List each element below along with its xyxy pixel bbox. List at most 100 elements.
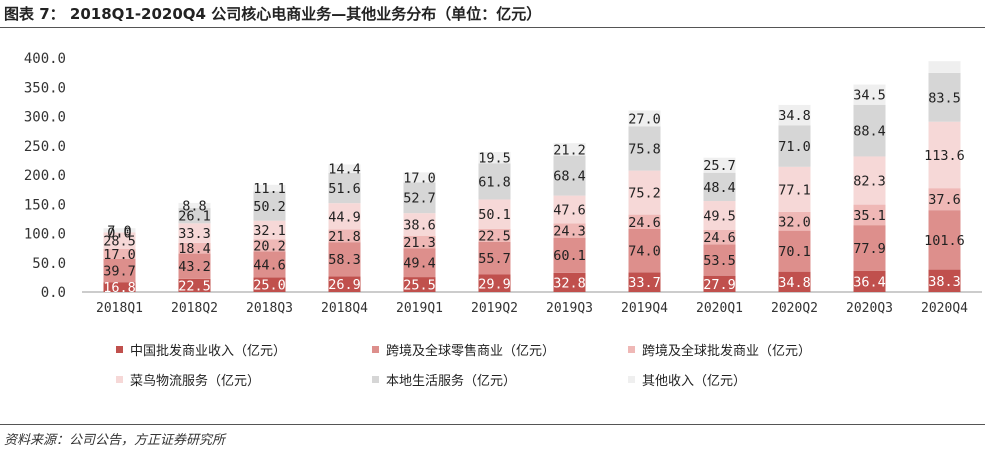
bar-segment	[928, 72, 961, 122]
x-tick-label: 2018Q4	[321, 301, 368, 316]
data-label: 25.7	[703, 158, 736, 174]
bar-segment	[478, 163, 511, 200]
data-label: 19.5	[478, 151, 511, 167]
bar-segment	[553, 143, 586, 156]
data-label: 0.0	[107, 225, 131, 241]
x-tick-label: 2019Q1	[396, 301, 443, 316]
data-label: 77.9	[853, 241, 886, 257]
data-label: 68.4	[553, 169, 586, 185]
data-label: 39.7	[103, 264, 136, 280]
x-tick-label: 2019Q4	[621, 301, 668, 316]
data-label: 38.6	[403, 217, 436, 233]
data-label: 21.8	[328, 229, 361, 245]
x-tick-label: 2019Q3	[546, 301, 593, 316]
y-tick-label: 250.0	[24, 139, 66, 155]
bar-segment	[703, 244, 736, 276]
bar-segment	[703, 201, 736, 230]
bar-segment	[703, 157, 736, 173]
y-tick-label: 0.0	[41, 285, 66, 301]
bar-segment	[928, 269, 961, 292]
bar-segment	[178, 223, 211, 243]
data-label: 49.4	[403, 256, 436, 272]
data-label: 77.1	[778, 182, 811, 198]
bar-segment	[253, 191, 286, 221]
legend-item: 跨境及全球零售商业（亿元）	[372, 340, 555, 359]
stacked-bar-chart: 0.0 50.0 100.0 150.0 200.0 250.0 300.0 350.0 400…	[24, 51, 982, 316]
data-label: 75.8	[628, 141, 661, 157]
bar-segment	[328, 172, 361, 204]
data-label: 32.0	[778, 214, 811, 230]
data-label: 29.9	[478, 276, 511, 292]
data-label: 22.5	[178, 278, 211, 294]
bar-segment	[628, 126, 661, 171]
data-label: 49.5	[703, 209, 736, 225]
bar-segment	[553, 155, 586, 196]
data-label: 50.1	[478, 207, 511, 223]
bar-segment	[703, 229, 736, 245]
data-label: 101.6	[924, 233, 965, 249]
data-label: 25.0	[253, 278, 286, 294]
legend-label: 中国批发商业收入（亿元）	[130, 344, 287, 359]
x-tick-label: 2020Q2	[771, 301, 818, 316]
bar-segment	[853, 84, 886, 105]
data-label: 71.0	[778, 139, 811, 155]
legend-swatch	[372, 376, 379, 383]
bar-segment	[628, 272, 661, 292]
data-label: 43.2	[178, 259, 211, 275]
bar-segment	[103, 228, 136, 233]
data-label: 11.1	[253, 181, 286, 197]
bar-segment	[403, 277, 436, 292]
bar-segment	[853, 156, 886, 205]
data-label: 74.0	[628, 244, 661, 260]
bar-segment	[103, 232, 136, 250]
bar-segment	[553, 237, 586, 273]
data-label: 55.7	[478, 251, 511, 267]
data-label: 36.4	[853, 274, 886, 290]
bar-segment	[253, 251, 286, 278]
data-label: 61.8	[478, 174, 511, 190]
bar-segment	[328, 229, 361, 243]
bar-segment	[178, 208, 211, 224]
bar-segment	[178, 253, 211, 279]
bar-segment	[478, 274, 511, 292]
legend-swatch	[116, 376, 123, 383]
x-tick-label: 2018Q2	[171, 301, 218, 316]
bar-segment	[703, 172, 736, 202]
bar-segment	[328, 164, 361, 173]
data-label: 27.0	[628, 111, 661, 127]
data-label: 17.0	[403, 170, 436, 186]
y-tick-label: 200.0	[24, 168, 66, 184]
bar-segment	[328, 203, 361, 230]
data-label: 35.1	[853, 208, 886, 224]
data-label: 27.9	[703, 277, 736, 293]
bar-segment	[553, 195, 586, 224]
x-tick-label: 2020Q4	[921, 301, 968, 316]
bar-segment	[928, 121, 961, 189]
bar-segment	[103, 282, 136, 292]
bar-segment	[778, 166, 811, 212]
bar-segment	[928, 188, 961, 211]
bar-segment	[703, 275, 736, 292]
legend-item: 跨境及全球批发商业（亿元）	[628, 340, 811, 359]
bar-segment	[178, 242, 211, 254]
data-label: 14.4	[328, 162, 361, 178]
data-label: 51.6	[328, 181, 361, 197]
y-tick-label: 350.0	[24, 80, 66, 96]
bar-segment	[628, 110, 661, 127]
data-label: 50.2	[253, 199, 286, 215]
legend-item: 中国批发商业收入（亿元）	[116, 340, 286, 359]
bar-segment	[778, 104, 811, 126]
title-rule	[0, 27, 985, 28]
source-rule	[0, 424, 985, 425]
data-label: 34.8	[778, 108, 811, 124]
data-label: 60.1	[553, 248, 586, 264]
bar-segment	[853, 270, 886, 292]
bar-segment	[628, 228, 661, 273]
legend-label: 菜鸟物流服务（亿元）	[130, 374, 261, 389]
x-tick-label: 2020Q1	[696, 301, 743, 316]
x-tick-label: 2018Q1	[96, 301, 143, 316]
bar-segment	[778, 271, 811, 292]
data-label: 37.6	[928, 192, 961, 208]
data-label: 32.8	[553, 275, 586, 291]
data-label: 18.4	[178, 241, 211, 257]
